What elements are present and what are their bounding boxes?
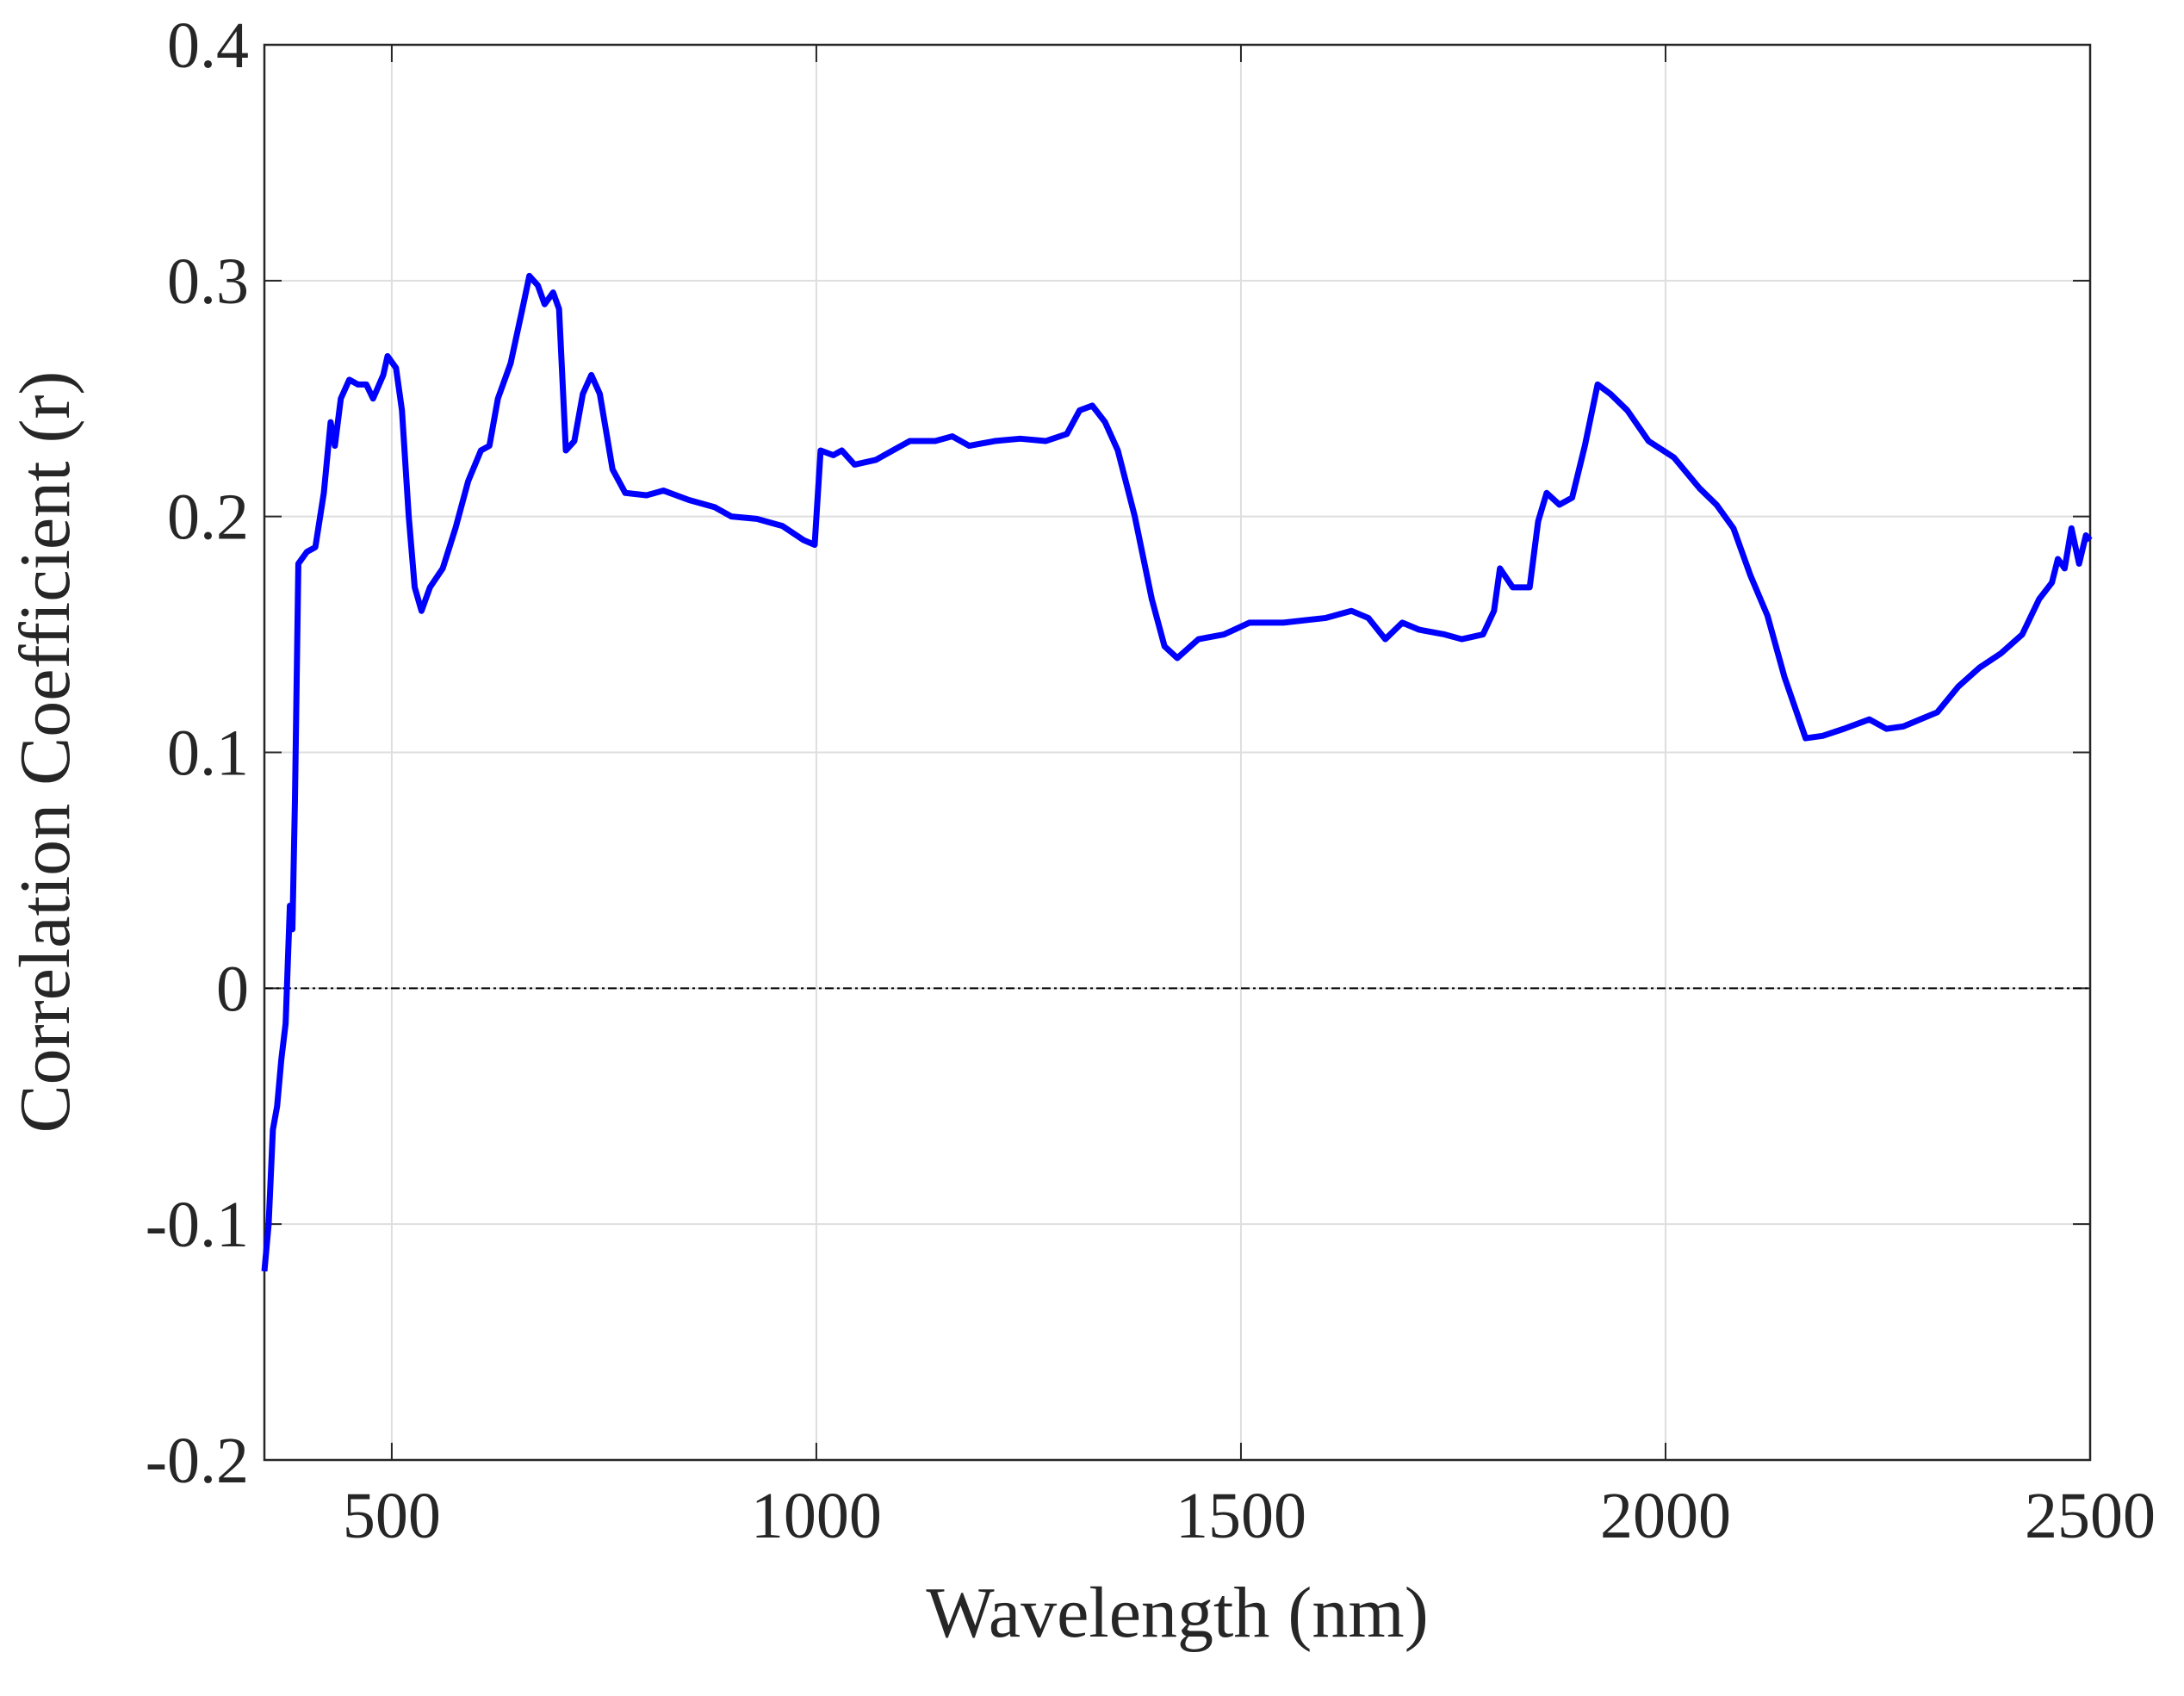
y-tick-label: 0.3 [167, 245, 249, 318]
x-tick-label: 2000 [1600, 1480, 1731, 1552]
plot-frame [263, 43, 2092, 1462]
x-tick-label: 500 [343, 1480, 441, 1552]
y-axis-label: Correlation Coefficient (r) [5, 371, 85, 1134]
y-tick-label: 0.1 [167, 718, 249, 790]
x-tick-label: 1500 [1176, 1480, 1306, 1552]
y-tick-label: 0.2 [167, 481, 249, 554]
y-tick-label: 0 [216, 953, 249, 1025]
x-axis-label: Wavelength (nm) [926, 1573, 1428, 1653]
y-tick-label: 0.4 [167, 9, 249, 82]
x-tick-label: 2500 [2025, 1480, 2156, 1552]
data-line [261, 272, 2093, 1272]
y-tick-label: -0.1 [146, 1189, 249, 1261]
x-tick-label: 1000 [751, 1480, 882, 1552]
y-tick-label: -0.2 [146, 1425, 249, 1497]
